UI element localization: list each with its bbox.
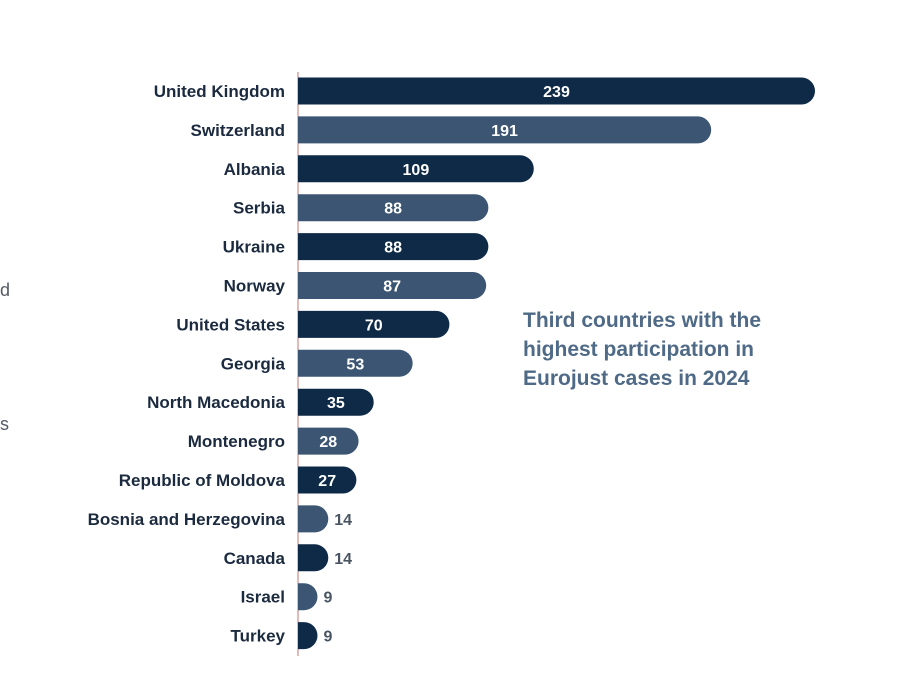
bar [298, 583, 318, 611]
data-label: 88 [384, 201, 402, 218]
bar [298, 544, 329, 572]
category-label: Norway [224, 277, 286, 296]
category-label: Canada [224, 549, 286, 568]
bar [298, 194, 489, 222]
side-text-fragment: s [0, 414, 9, 434]
bars-group: United Kingdom 239 Switzerland 191 Albania 10… [88, 77, 815, 650]
category-label: Bosnia and Herzegovina [88, 510, 286, 529]
bar [298, 233, 489, 261]
data-label: 14 [334, 551, 352, 568]
data-label: 70 [365, 317, 383, 334]
category-label: Switzerland [191, 121, 285, 140]
chart-title-line: highest participation in [523, 338, 755, 361]
bar [298, 466, 357, 494]
bar [298, 77, 815, 105]
bar [298, 272, 487, 299]
bar [298, 505, 329, 533]
bar [298, 427, 359, 455]
data-label: 239 [543, 84, 570, 101]
data-label: 109 [403, 162, 430, 179]
data-label: 88 [384, 240, 402, 257]
data-label: 14 [334, 512, 352, 529]
data-label: 35 [327, 395, 345, 412]
chart-title-line: Third countries with the [523, 309, 762, 332]
category-label: United States [176, 315, 285, 334]
data-label: 53 [346, 356, 364, 373]
category-label: Israel [241, 588, 285, 607]
data-label: 9 [323, 590, 332, 607]
category-label: Albania [224, 160, 286, 179]
data-label: 87 [383, 279, 401, 296]
bar [298, 349, 413, 377]
category-label: Serbia [233, 199, 286, 218]
bar [298, 622, 318, 650]
data-label: 9 [323, 629, 332, 646]
bar [298, 310, 450, 338]
chart-title: Third countries with the highest partici… [523, 306, 823, 393]
category-label: Georgia [221, 354, 286, 373]
category-label: Ukraine [223, 238, 285, 257]
bar [298, 388, 374, 416]
bar [298, 155, 534, 183]
category-label: Montenegro [188, 432, 285, 451]
chart-title-line: Eurojust cases in 2024 [523, 367, 750, 390]
category-label: Turkey [231, 627, 286, 646]
data-label: 191 [491, 123, 518, 140]
category-label: United Kingdom [154, 82, 285, 101]
data-label: 27 [318, 473, 336, 490]
category-label: North Macedonia [147, 393, 285, 412]
category-label: Republic of Moldova [119, 471, 286, 490]
bar [298, 116, 712, 144]
side-text-fragment: d [0, 280, 11, 300]
data-label: 28 [319, 434, 337, 451]
